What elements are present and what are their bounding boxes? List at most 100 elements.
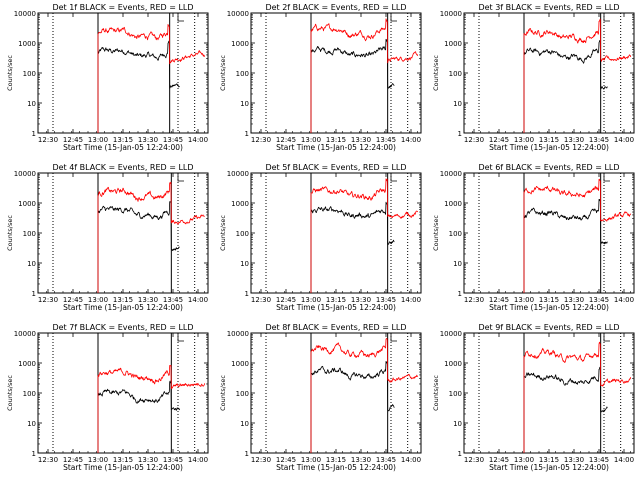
- y-tick-label: 10000: [440, 10, 462, 18]
- y-tick-label: 1000: [231, 200, 249, 208]
- y-tick-label: 1: [245, 290, 249, 298]
- y-tick-label: 10000: [14, 330, 36, 338]
- x-tick-label: 12:30: [251, 296, 271, 304]
- x-axis-label: Start Time (15-Jan-05 12:24:00): [489, 143, 609, 152]
- panel-title: Det 7f BLACK = Events, RED = LLD: [52, 323, 193, 332]
- y-axis-label: Counts/sec: [432, 375, 440, 411]
- x-tick-label: 13:30: [138, 296, 158, 304]
- y-tick-label: 10: [27, 420, 36, 428]
- y-axis-label: Counts/sec: [432, 55, 440, 91]
- x-tick-label: 13:15: [326, 136, 346, 144]
- x-tick-label: 12:30: [464, 296, 484, 304]
- lld-trace: [97, 181, 205, 293]
- x-tick-label: 14:00: [614, 296, 634, 304]
- panel-title: Det 2f BLACK = Events, RED = LLD: [265, 3, 406, 12]
- x-tick-label: 13:45: [376, 456, 396, 464]
- corner-bracket: [390, 334, 397, 342]
- x-tick-label: 13:15: [326, 456, 346, 464]
- y-axis-label: Counts/sec: [219, 55, 227, 91]
- panel-title: Det 9f BLACK = Events, RED = LLD: [478, 323, 619, 332]
- x-axis-label: Start Time (15-Jan-05 12:24:00): [63, 303, 183, 312]
- events-trace: [523, 198, 608, 293]
- plot-frame: [463, 332, 635, 454]
- y-tick-label: 10000: [440, 330, 462, 338]
- lld-trace: [523, 178, 632, 293]
- corner-bracket: [177, 174, 184, 182]
- lld-trace: [523, 18, 632, 133]
- x-tick-label: 13:15: [113, 296, 133, 304]
- x-axis-label: Start Time (15-Jan-05 12:24:00): [489, 463, 609, 472]
- panel-title: Det 3f BLACK = Events, RED = LLD: [478, 3, 619, 12]
- panel-det-6: Det 6f BLACK = Events, RED = LLD 1 10 100 10…: [432, 163, 635, 312]
- y-tick-label: 1000: [231, 360, 249, 368]
- x-tick-label: 13:00: [88, 136, 108, 144]
- x-tick-label: 13:30: [351, 456, 371, 464]
- plot-frame: [37, 172, 209, 294]
- y-tick-label: 10000: [440, 170, 462, 178]
- lld-trace: [310, 178, 419, 293]
- plot-frame: [463, 12, 635, 134]
- x-tick-label: 12:30: [38, 136, 58, 144]
- y-tick-label: 10: [453, 260, 462, 268]
- x-tick-label: 13:30: [564, 136, 584, 144]
- panel-title: Det 5f BLACK = Events, RED = LLD: [265, 163, 406, 172]
- plot-frame: [37, 12, 209, 134]
- y-tick-label: 100: [236, 230, 249, 238]
- panel-det-8: Det 8f BLACK = Events, RED = LLD 1 10 100 10…: [219, 323, 422, 472]
- y-tick-label: 1000: [444, 40, 462, 48]
- y-tick-label: 1: [458, 290, 462, 298]
- y-axis-label: Counts/sec: [219, 375, 227, 411]
- y-tick-label: 100: [23, 70, 36, 78]
- y-axis-label: Counts/sec: [432, 215, 440, 251]
- panel-det-3: Det 3f BLACK = Events, RED = LLD 1 10 100 10…: [432, 3, 635, 152]
- events-trace: [523, 40, 608, 133]
- x-tick-label: 12:30: [251, 136, 271, 144]
- x-tick-label: 14:00: [188, 456, 208, 464]
- events-trace: [310, 201, 395, 293]
- y-tick-label: 1: [458, 450, 462, 458]
- x-tick-label: 12:45: [63, 296, 83, 304]
- x-tick-label: 12:45: [276, 296, 296, 304]
- lld-trace: [310, 18, 419, 133]
- y-tick-label: 1000: [444, 360, 462, 368]
- lld-trace: [97, 23, 206, 133]
- x-tick-label: 14:00: [401, 456, 421, 464]
- x-tick-label: 14:00: [614, 136, 634, 144]
- x-tick-label: 12:30: [38, 296, 58, 304]
- x-tick-label: 13:45: [163, 456, 183, 464]
- x-tick-label: 14:00: [401, 136, 421, 144]
- y-tick-label: 1000: [18, 360, 36, 368]
- x-tick-label: 12:45: [489, 456, 509, 464]
- y-tick-label: 100: [236, 390, 249, 398]
- x-tick-label: 13:00: [301, 456, 321, 464]
- x-tick-label: 13:00: [88, 296, 108, 304]
- x-tick-label: 12:30: [38, 456, 58, 464]
- y-axis-label: Counts/sec: [219, 215, 227, 251]
- y-tick-label: 10000: [227, 10, 249, 18]
- y-tick-label: 10000: [14, 10, 36, 18]
- y-tick-label: 1: [245, 130, 249, 138]
- x-tick-label: 12:45: [489, 296, 509, 304]
- corner-bracket: [603, 334, 610, 342]
- x-tick-label: 13:30: [564, 456, 584, 464]
- x-tick-label: 13:30: [138, 456, 158, 464]
- y-tick-label: 1: [32, 290, 36, 298]
- y-tick-label: 10000: [227, 330, 249, 338]
- x-tick-label: 13:45: [376, 296, 396, 304]
- panel-det-2: Det 2f BLACK = Events, RED = LLD 1 10 100 10…: [219, 3, 422, 152]
- x-tick-label: 12:30: [464, 136, 484, 144]
- panel-title: Det 8f BLACK = Events, RED = LLD: [265, 323, 406, 332]
- y-tick-label: 100: [236, 70, 249, 78]
- x-tick-label: 13:00: [514, 136, 534, 144]
- y-tick-label: 1: [245, 450, 249, 458]
- x-tick-label: 13:00: [301, 136, 321, 144]
- y-tick-label: 100: [449, 390, 462, 398]
- panel-det-4: Det 4f BLACK = Events, RED = LLD 1 10 100 10…: [6, 163, 209, 312]
- y-axis-label: Counts/sec: [6, 55, 14, 91]
- x-tick-label: 14:00: [614, 456, 634, 464]
- x-tick-label: 12:45: [63, 136, 83, 144]
- x-tick-label: 13:45: [589, 296, 609, 304]
- x-tick-label: 13:45: [376, 136, 396, 144]
- panel-det-5: Det 5f BLACK = Events, RED = LLD 1 10 100 10…: [219, 163, 422, 312]
